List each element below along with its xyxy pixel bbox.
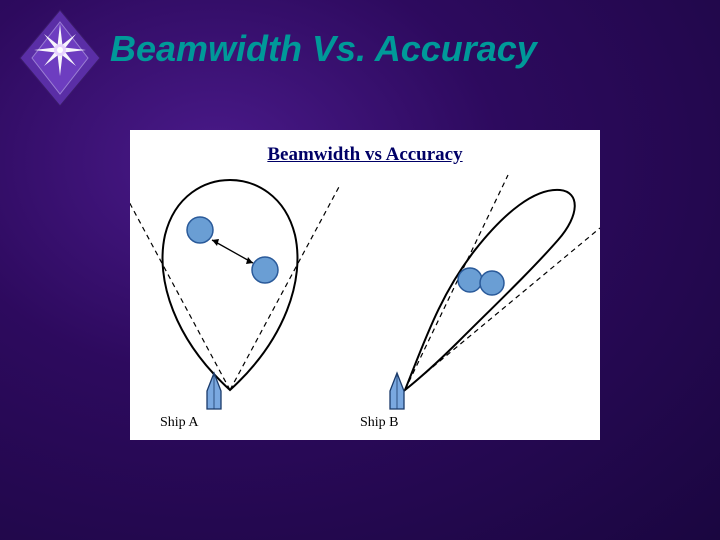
ship-b-icon <box>390 373 404 409</box>
ship-b-label: Ship B <box>360 415 399 431</box>
bullet-diamond-star-icon <box>10 8 110 108</box>
slide-title: Beamwidth Vs. Accuracy <box>110 28 537 70</box>
beamwidth-diagram-svg <box>130 130 600 440</box>
diagram-panel: Beamwidth vs Accuracy <box>130 130 600 440</box>
ship-a-label: Ship A <box>160 415 199 431</box>
